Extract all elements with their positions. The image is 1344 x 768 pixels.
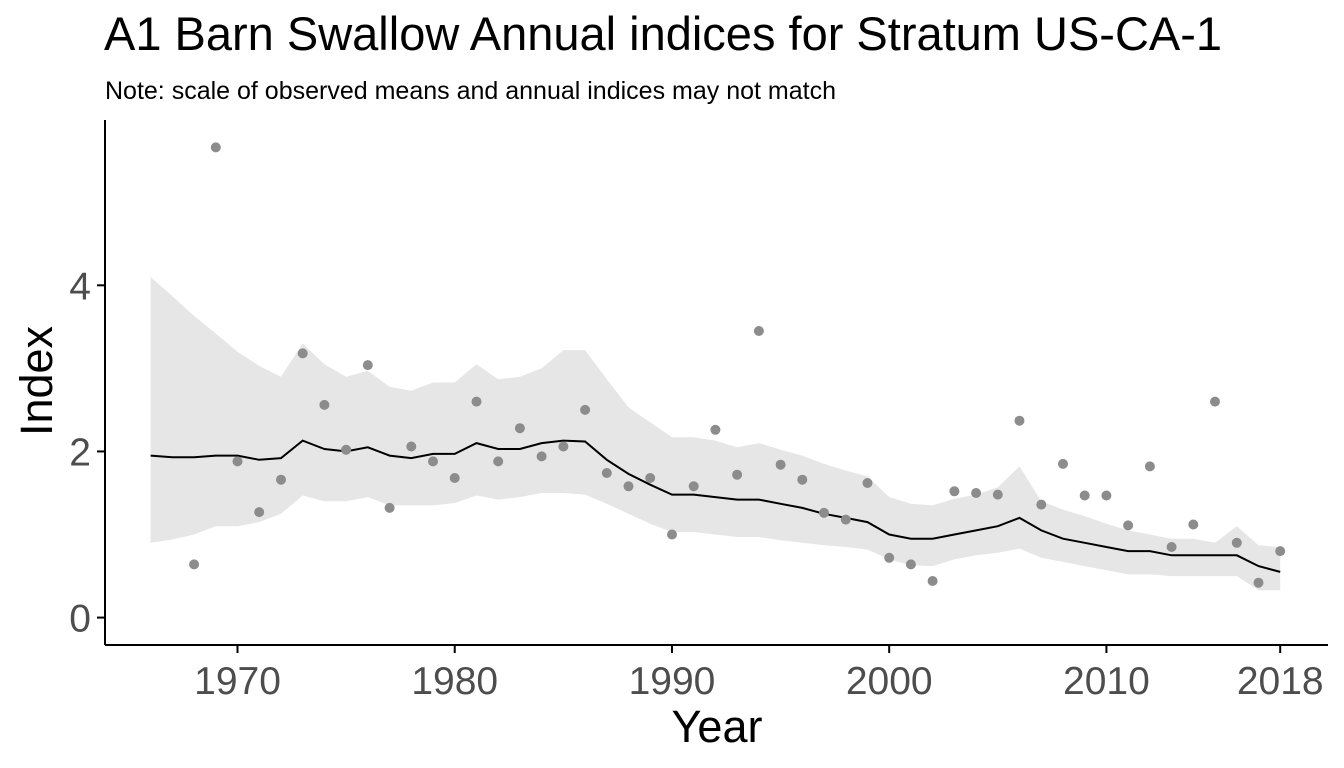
observed-mean-point (1231, 537, 1242, 548)
confidence-ribbon-group (150, 277, 1281, 591)
observed-mean-point (667, 529, 677, 540)
observed-mean-point (362, 360, 373, 371)
trend-line-group (150, 439, 1281, 573)
observed-mean-point (1210, 396, 1220, 407)
observed-mean-point (1101, 490, 1112, 501)
observed-mean-point (1014, 415, 1025, 426)
observed-mean-point (732, 469, 743, 480)
observed-mean-point (189, 559, 200, 570)
observed-mean-point (1188, 519, 1199, 530)
y-axis-title: Index (11, 325, 62, 436)
observed-mean-point (471, 396, 482, 407)
observed-mean-point (797, 474, 808, 485)
observed-mean-point (1058, 458, 1068, 469)
x-tick-label: 2000 (846, 660, 933, 703)
observed-mean-point (1036, 499, 1047, 510)
observed-mean-point (645, 473, 656, 483)
observed-mean-point (927, 576, 938, 586)
observed-mean-point (753, 326, 764, 336)
observed-mean-point (449, 473, 460, 483)
x-tick-label: 2010 (1063, 660, 1150, 703)
observed-mean-point (1144, 461, 1155, 472)
y-tick-label: 2 (69, 431, 91, 474)
observed-mean-point (1166, 542, 1177, 552)
observed-mean-point (428, 456, 438, 467)
observed-mean-point (536, 451, 547, 462)
annual-index-line (150, 439, 1281, 573)
observed-mean-point (1123, 520, 1134, 531)
x-tick-label: 1980 (411, 660, 498, 703)
observed-mean-point (1079, 490, 1090, 501)
observed-mean-point (884, 552, 895, 563)
observed-mean-point (710, 424, 721, 435)
observed-mean-point (210, 142, 221, 153)
x-tick-label: 1970 (194, 660, 281, 703)
observed-mean-point (384, 502, 395, 513)
observed-mean-point (775, 459, 786, 470)
observed-mean-point (840, 514, 851, 525)
observed-mean-point (623, 481, 634, 492)
observed-mean-point (254, 507, 265, 518)
x-tick-label: 1990 (629, 660, 716, 703)
observed-mean-point (297, 348, 308, 359)
observed-mean-point (514, 423, 525, 434)
observed-mean-point (558, 441, 569, 452)
observed-mean-point (493, 456, 504, 467)
observed-mean-point (971, 488, 982, 498)
observed-mean-point (1275, 546, 1286, 557)
chart-title: A1 Barn Swallow Annual indices for Strat… (104, 7, 1223, 60)
observed-mean-point (580, 404, 591, 415)
chart-subtitle: Note: scale of observed means and annual… (105, 77, 836, 105)
confidence-ribbon (150, 277, 1281, 591)
observed-mean-point (1253, 577, 1264, 588)
observed-mean-point (819, 507, 829, 518)
axes-group: 1970 1980 1990 2000 2010 2018 0 2 4 (69, 120, 1328, 703)
observed-mean-point (905, 559, 916, 570)
observed-mean-point (949, 486, 960, 497)
observed-mean-point (341, 444, 352, 455)
observed-mean-point (601, 468, 612, 478)
y-tick-label: 0 (69, 598, 91, 641)
observed-mean-point (992, 489, 1003, 500)
x-tick-label: 2018 (1237, 660, 1324, 703)
observed-mean-point (319, 399, 330, 410)
observed-mean-point (862, 478, 873, 488)
observed-mean-point (276, 474, 286, 485)
observed-mean-point (406, 441, 417, 452)
y-tick-label: 4 (69, 265, 91, 308)
observed-mean-point (232, 456, 243, 467)
observed-mean-point (688, 481, 699, 492)
observed-means-group (189, 142, 1286, 588)
x-axis-title: Year (672, 701, 763, 752)
